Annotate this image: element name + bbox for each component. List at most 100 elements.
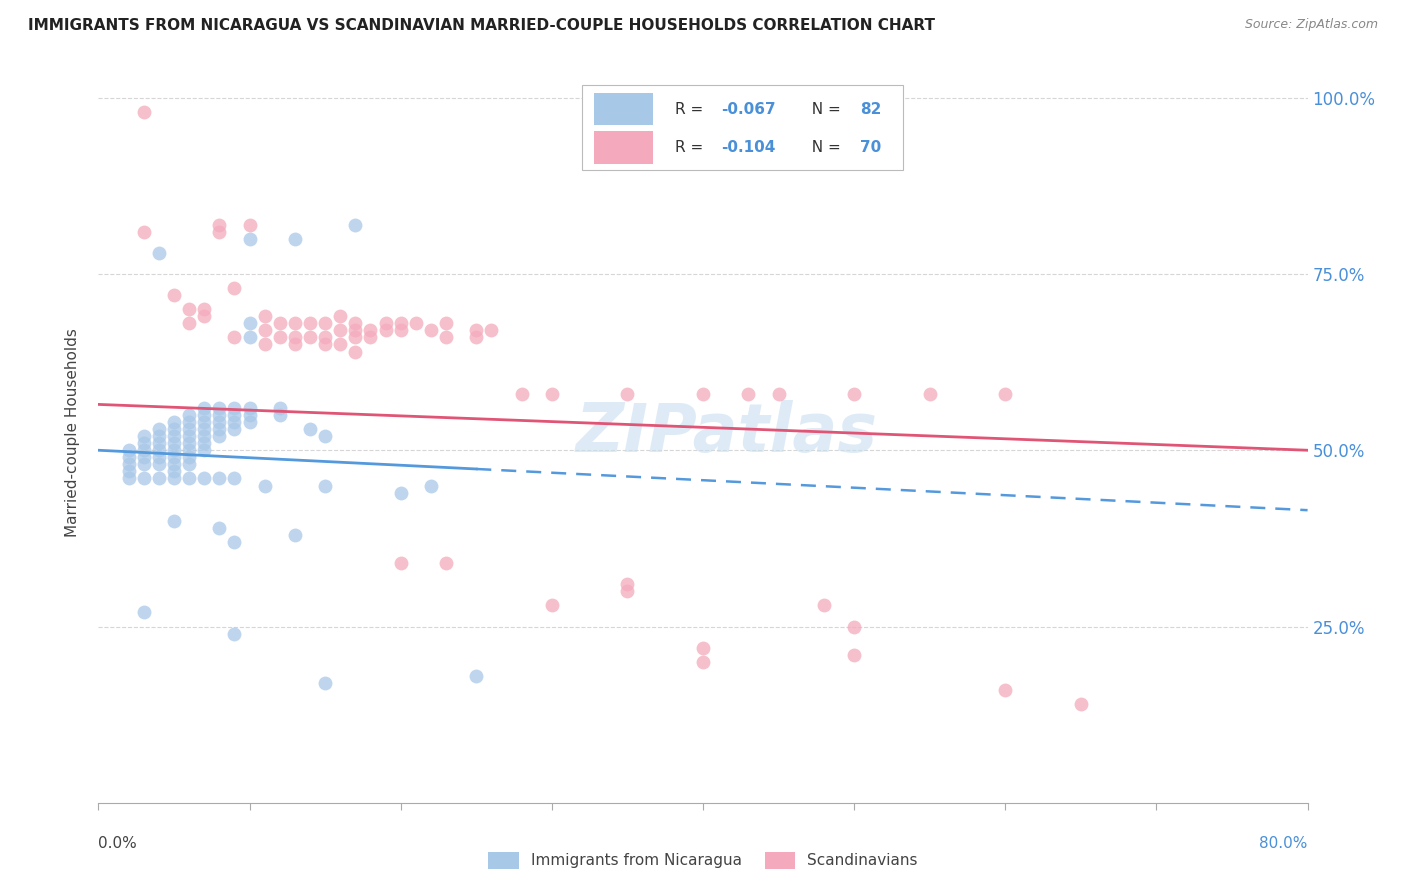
- Point: [844, 648, 866, 662]
- Point: [224, 281, 246, 295]
- Point: [344, 323, 367, 337]
- Point: [510, 387, 533, 401]
- Point: [193, 429, 215, 443]
- Point: [224, 408, 246, 422]
- Point: [148, 245, 170, 260]
- Point: [329, 323, 352, 337]
- Point: [299, 422, 322, 436]
- Point: [163, 464, 186, 478]
- Point: [420, 323, 443, 337]
- Point: [193, 436, 215, 450]
- Point: [208, 218, 231, 232]
- Text: 82: 82: [860, 102, 882, 117]
- Point: [179, 415, 201, 429]
- Point: [481, 323, 503, 337]
- Point: [148, 443, 170, 458]
- Point: [994, 387, 1017, 401]
- Point: [253, 310, 276, 324]
- FancyBboxPatch shape: [595, 93, 654, 126]
- Point: [193, 408, 215, 422]
- Point: [434, 330, 457, 344]
- Point: [284, 232, 307, 246]
- Point: [420, 478, 443, 492]
- Point: [132, 104, 155, 119]
- Point: [844, 387, 866, 401]
- Point: [163, 422, 186, 436]
- Point: [163, 458, 186, 472]
- Point: [374, 323, 396, 337]
- Point: [193, 401, 215, 415]
- Point: [179, 422, 201, 436]
- Point: [132, 450, 155, 465]
- Point: [193, 415, 215, 429]
- Point: [344, 218, 367, 232]
- Point: [299, 330, 322, 344]
- Point: [208, 429, 231, 443]
- Point: [148, 429, 170, 443]
- Point: [224, 471, 246, 485]
- Point: [179, 443, 201, 458]
- Text: N =: N =: [803, 102, 846, 117]
- Point: [389, 316, 412, 330]
- FancyBboxPatch shape: [595, 131, 654, 164]
- Point: [239, 232, 262, 246]
- Point: [163, 514, 186, 528]
- Point: [344, 330, 367, 344]
- Point: [163, 415, 186, 429]
- Point: [163, 436, 186, 450]
- Point: [224, 626, 246, 640]
- Point: [118, 464, 141, 478]
- Point: [193, 310, 215, 324]
- Point: [314, 676, 336, 690]
- Point: [616, 577, 638, 591]
- Point: [616, 584, 638, 599]
- Point: [813, 599, 835, 613]
- Point: [224, 415, 246, 429]
- Point: [540, 599, 562, 613]
- Point: [179, 302, 201, 317]
- Point: [269, 316, 291, 330]
- Point: [224, 422, 246, 436]
- Point: [284, 316, 307, 330]
- Text: R =: R =: [675, 140, 709, 155]
- Point: [118, 450, 141, 465]
- Point: [224, 535, 246, 549]
- Point: [193, 443, 215, 458]
- Point: [434, 556, 457, 570]
- Point: [208, 521, 231, 535]
- Point: [918, 387, 941, 401]
- Point: [118, 458, 141, 472]
- Point: [163, 471, 186, 485]
- Point: [208, 408, 231, 422]
- Point: [208, 415, 231, 429]
- Point: [389, 556, 412, 570]
- Point: [179, 316, 201, 330]
- Point: [148, 422, 170, 436]
- Point: [253, 323, 276, 337]
- Point: [239, 330, 262, 344]
- Text: 0.0%: 0.0%: [98, 836, 138, 851]
- Point: [118, 471, 141, 485]
- Point: [465, 323, 488, 337]
- Point: [284, 528, 307, 542]
- Point: [163, 429, 186, 443]
- Point: [118, 443, 141, 458]
- Point: [148, 471, 170, 485]
- Point: [344, 316, 367, 330]
- Point: [329, 310, 352, 324]
- Text: IMMIGRANTS FROM NICARAGUA VS SCANDINAVIAN MARRIED-COUPLE HOUSEHOLDS CORRELATION : IMMIGRANTS FROM NICARAGUA VS SCANDINAVIA…: [28, 18, 935, 33]
- Point: [299, 316, 322, 330]
- Point: [163, 443, 186, 458]
- Point: [208, 422, 231, 436]
- Point: [179, 436, 201, 450]
- Point: [179, 408, 201, 422]
- Point: [692, 655, 714, 669]
- Point: [284, 330, 307, 344]
- Point: [193, 302, 215, 317]
- Legend: Immigrants from Nicaragua, Scandinavians: Immigrants from Nicaragua, Scandinavians: [488, 852, 918, 869]
- Point: [132, 436, 155, 450]
- Point: [163, 288, 186, 302]
- Point: [208, 401, 231, 415]
- Point: [389, 323, 412, 337]
- Text: Source: ZipAtlas.com: Source: ZipAtlas.com: [1244, 18, 1378, 31]
